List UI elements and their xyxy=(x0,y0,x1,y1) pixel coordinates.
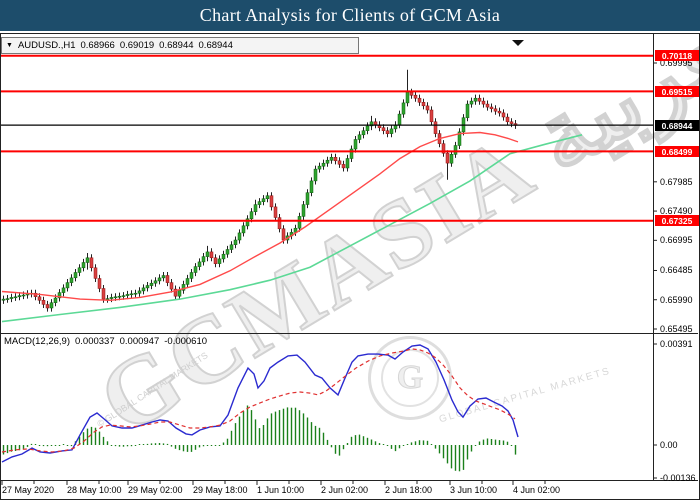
price-tick-0.67490: 0.67490 xyxy=(660,206,693,216)
price-tick-0.65495: 0.65495 xyxy=(660,324,693,334)
price-tick-0.69995: 0.69995 xyxy=(660,58,693,68)
macd-tick--0.00136: -0.00136 xyxy=(660,473,696,483)
xaxis-label-4-Jun-02-00: 4 Jun 02:00 xyxy=(513,485,561,495)
chart-window-frame xyxy=(0,33,700,500)
symbol-header: ▼ AUDUSD.,H1 0.68966 0.69019 0.68944 0.6… xyxy=(1,37,359,54)
macd-indicator-label: MACD(12,26,9) 0.000337 0.000947 -0.00061… xyxy=(4,336,207,347)
macd-name: MACD(12,26,9) xyxy=(4,336,70,347)
xaxis-label-2-Jun-18-00: 2 Jun 18:00 xyxy=(385,485,433,495)
last-bar-marker-icon xyxy=(512,40,524,46)
xaxis-label-1-Jun-10-00: 1 Jun 10:00 xyxy=(257,485,305,495)
price-badge-0.67325: 0.67325 xyxy=(655,215,699,226)
page-title: Chart Analysis for Clients of GCM Asia xyxy=(199,5,501,25)
macd-tick-0.00391: 0.00391 xyxy=(660,339,693,349)
title-bar: Chart Analysis for Clients of GCM Asia xyxy=(0,0,700,31)
xaxis-label-29-May-02-00: 29 May 02:00 xyxy=(128,485,183,495)
green-trendline[interactable] xyxy=(1,134,583,323)
xaxis-label-29-May-18-00: 29 May 18:00 xyxy=(193,485,248,495)
xaxis-label-27-May-2020: 27 May 2020 xyxy=(2,485,55,495)
xaxis-label-3-Jun-10-00: 3 Jun 10:00 xyxy=(450,485,498,495)
price-badge-0.70118: 0.70118 xyxy=(655,50,699,61)
watermark-logo-circle: G xyxy=(368,336,452,420)
xaxis-label-28-May-10-00: 28 May 10:00 xyxy=(67,485,122,495)
chevron-down-icon[interactable]: ▼ xyxy=(6,42,13,49)
macd-histogram xyxy=(2,405,517,472)
macd-histogram-value: -0.000610 xyxy=(164,336,208,347)
ohlc-low: 0.68944 xyxy=(159,40,194,51)
macd-value: 0.000337 xyxy=(75,336,115,347)
macd-tick-0.00: 0.00 xyxy=(660,440,678,450)
price-badge-0.68499: 0.68499 xyxy=(655,146,699,157)
ohlc-high: 0.69019 xyxy=(119,40,155,51)
price-tick-0.66485: 0.66485 xyxy=(660,265,693,275)
xaxis-divider xyxy=(1,480,698,481)
price-badge-0.68944: 0.68944 xyxy=(655,120,699,131)
ohlc-open: 0.68966 xyxy=(80,40,115,51)
macd-signal-line xyxy=(1,348,516,453)
price-tick-0.66995: 0.66995 xyxy=(660,235,693,245)
price-tick-0.67985: 0.67985 xyxy=(660,177,693,187)
price-tick-0.65990: 0.65990 xyxy=(660,295,693,305)
symbol-name: AUDUSD.,H1 xyxy=(17,40,76,51)
red-moving-average[interactable] xyxy=(1,131,519,302)
price-axis-divider[interactable] xyxy=(653,34,654,480)
ohlc-close: 0.68944 xyxy=(198,40,233,51)
price-badge-0.69515: 0.69515 xyxy=(655,86,699,97)
macd-signal-value: 0.000947 xyxy=(119,336,160,347)
macd-line xyxy=(1,344,519,463)
panel-divider[interactable] xyxy=(1,333,698,334)
watermark-logo-letter: G xyxy=(381,349,439,407)
xaxis-label-2-Jun-02-00: 2 Jun 02:00 xyxy=(321,485,369,495)
